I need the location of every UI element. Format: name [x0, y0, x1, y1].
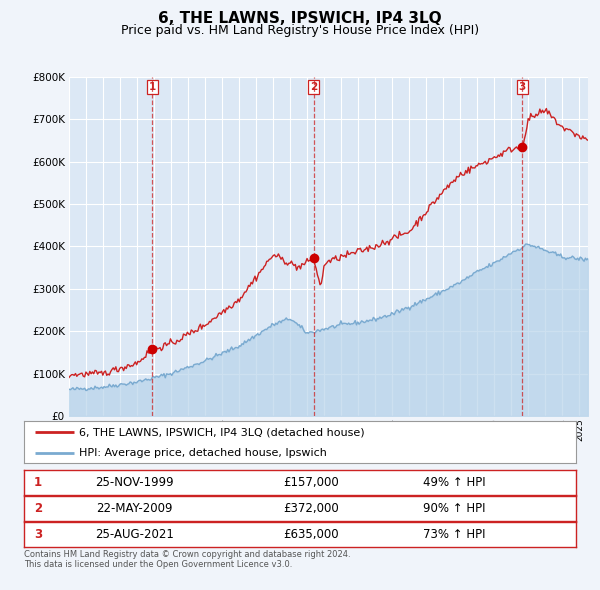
Text: HPI: Average price, detached house, Ipswich: HPI: Average price, detached house, Ipsw…: [79, 448, 327, 457]
Text: 6, THE LAWNS, IPSWICH, IP4 3LQ: 6, THE LAWNS, IPSWICH, IP4 3LQ: [158, 11, 442, 25]
Text: 2: 2: [310, 82, 317, 92]
Text: Price paid vs. HM Land Registry's House Price Index (HPI): Price paid vs. HM Land Registry's House …: [121, 24, 479, 37]
Text: 73% ↑ HPI: 73% ↑ HPI: [424, 528, 486, 541]
Text: £157,000: £157,000: [283, 476, 339, 489]
Text: 25-NOV-1999: 25-NOV-1999: [95, 476, 174, 489]
Text: Contains HM Land Registry data © Crown copyright and database right 2024.
This d: Contains HM Land Registry data © Crown c…: [24, 550, 350, 569]
Text: 2: 2: [34, 502, 42, 515]
Text: 1: 1: [149, 82, 156, 92]
Text: 3: 3: [34, 528, 42, 541]
Text: 49% ↑ HPI: 49% ↑ HPI: [423, 476, 486, 489]
Text: £635,000: £635,000: [283, 528, 339, 541]
Text: 6, THE LAWNS, IPSWICH, IP4 3LQ (detached house): 6, THE LAWNS, IPSWICH, IP4 3LQ (detached…: [79, 427, 365, 437]
Text: 90% ↑ HPI: 90% ↑ HPI: [424, 502, 486, 515]
Text: 1: 1: [34, 476, 42, 489]
Text: £372,000: £372,000: [283, 502, 339, 515]
Text: 25-AUG-2021: 25-AUG-2021: [95, 528, 174, 541]
Text: 3: 3: [518, 82, 526, 92]
Text: 22-MAY-2009: 22-MAY-2009: [96, 502, 173, 515]
